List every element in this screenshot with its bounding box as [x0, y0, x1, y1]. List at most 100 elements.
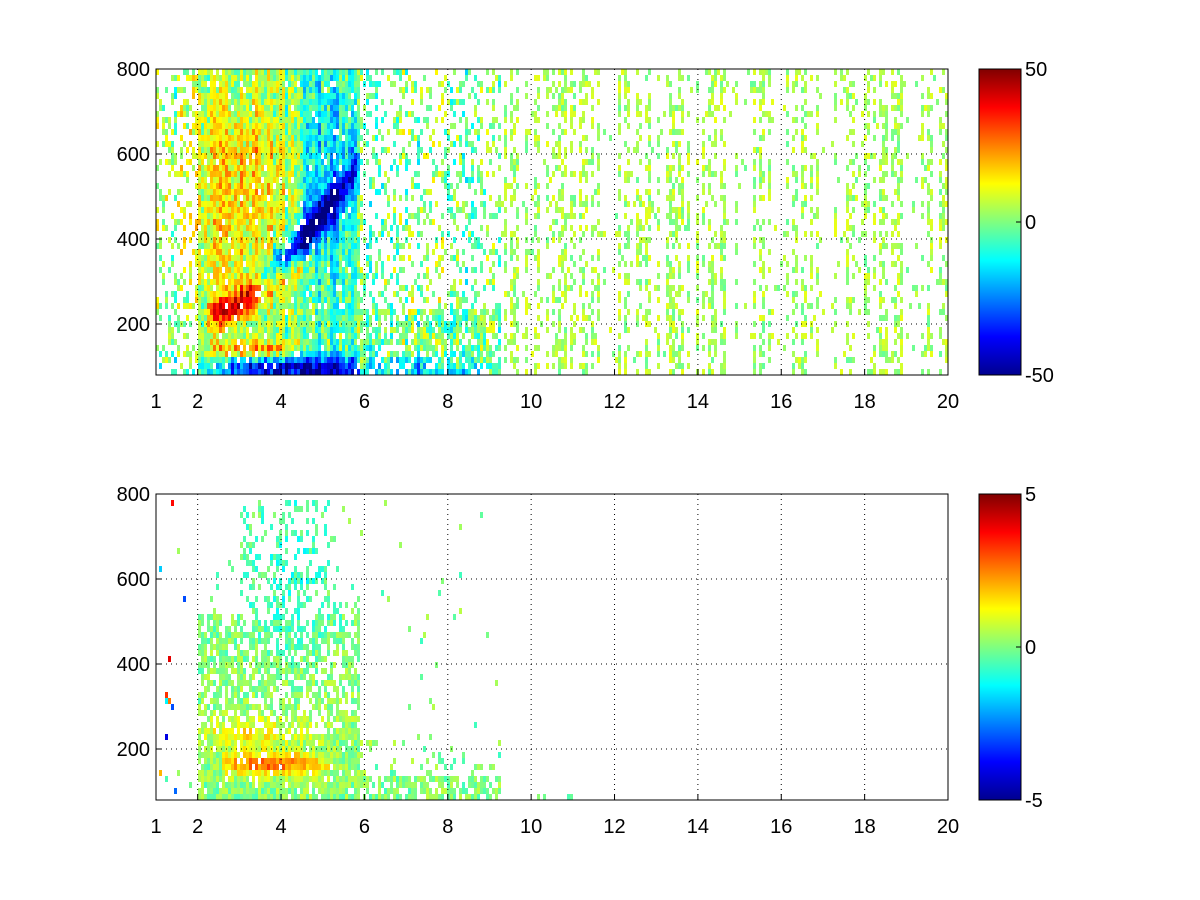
top-heatmap-cell	[312, 87, 315, 93]
top-heatmap-cell	[429, 309, 432, 315]
top-heatmap-cell	[456, 303, 459, 309]
top-heatmap-cell	[441, 309, 444, 315]
top-heatmap-cell	[312, 351, 315, 357]
top-heatmap-cell	[315, 333, 318, 339]
top-heatmap-cell	[456, 369, 459, 375]
top-heatmap-cell	[396, 129, 399, 135]
top-heatmap-cell	[417, 171, 420, 177]
top-heatmap-cell	[294, 303, 297, 309]
top-heatmap-cell	[495, 249, 498, 255]
top-heatmap-cell	[636, 279, 639, 285]
top-heatmap-cell	[240, 297, 243, 303]
top-heatmap-cell	[222, 189, 225, 195]
top-heatmap-cell	[276, 207, 279, 213]
top-heatmap-cell	[201, 87, 204, 93]
top-heatmap-cell	[462, 351, 465, 357]
top-heatmap-cell	[228, 273, 231, 279]
top-heatmap-cell	[189, 363, 192, 369]
top-heatmap-cell	[360, 117, 363, 123]
top-heatmap-cell	[195, 171, 198, 177]
top-heatmap-cell	[336, 111, 339, 117]
top-heatmap-cell	[288, 303, 291, 309]
top-heatmap-cell	[369, 81, 372, 87]
top-heatmap-cell	[288, 129, 291, 135]
top-heatmap-cell	[330, 267, 333, 273]
top-heatmap-cell	[267, 297, 270, 303]
top-heatmap-cell	[261, 267, 264, 273]
top-heatmap-cell	[720, 93, 723, 99]
top-heatmap-cell	[261, 135, 264, 141]
top-heatmap-cell	[441, 93, 444, 99]
top-heatmap-cell	[255, 75, 258, 81]
top-heatmap-cell	[237, 315, 240, 321]
top-heatmap-cell	[210, 147, 213, 153]
top-heatmap-cell	[552, 297, 555, 303]
top-heatmap-cell	[402, 363, 405, 369]
top-heatmap-cell	[333, 321, 336, 327]
top-heatmap-cell	[252, 171, 255, 177]
top-heatmap-cell	[270, 171, 273, 177]
top-heatmap-cell	[666, 279, 669, 285]
top-heatmap-cell	[213, 189, 216, 195]
top-heatmap-cell	[252, 147, 255, 153]
top-heatmap-cell	[306, 225, 309, 231]
top-heatmap-cell	[657, 339, 660, 345]
top-heatmap-cell	[426, 327, 429, 333]
top-heatmap-cell	[666, 339, 669, 345]
top-heatmap-cell	[303, 117, 306, 123]
top-heatmap-cell	[321, 171, 324, 177]
top-heatmap-cell	[564, 279, 567, 285]
top-heatmap-cell	[252, 339, 255, 345]
top-heatmap-cell	[240, 255, 243, 261]
top-heatmap-cell	[288, 357, 291, 363]
top-heatmap-cell	[300, 297, 303, 303]
top-heatmap-cell	[402, 285, 405, 291]
top-heatmap-cell	[381, 69, 384, 75]
top-heatmap-cell	[246, 309, 249, 315]
top-heatmap-cell	[318, 315, 321, 321]
top-heatmap-cell	[372, 279, 375, 285]
top-heatmap-cell	[558, 255, 561, 261]
top-heatmap-cell	[564, 333, 567, 339]
top-heatmap-cell	[681, 129, 684, 135]
top-heatmap-cell	[216, 333, 219, 339]
top-heatmap-cell	[234, 99, 237, 105]
top-heatmap-cell	[159, 243, 162, 249]
top-heatmap-cell	[525, 369, 528, 375]
top-heatmap-cell	[186, 69, 189, 75]
top-heatmap-cell	[213, 243, 216, 249]
top-heatmap-cell	[708, 261, 711, 267]
top-heatmap-cell	[468, 231, 471, 237]
top-heatmap-cell	[204, 279, 207, 285]
top-heatmap-cell	[186, 111, 189, 117]
top-heatmap-cell	[321, 183, 324, 189]
top-heatmap-cell	[252, 69, 255, 75]
top-heatmap-cell	[258, 171, 261, 177]
top-heatmap-cell	[384, 315, 387, 321]
top-heatmap-cell	[234, 225, 237, 231]
top-heatmap-cell	[381, 357, 384, 363]
top-heatmap-cell	[438, 327, 441, 333]
top-heatmap-cell	[171, 231, 174, 237]
top-heatmap-cell	[483, 285, 486, 291]
top-heatmap-cell	[654, 213, 657, 219]
top-heatmap-cell	[378, 165, 381, 171]
top-heatmap-cell	[453, 189, 456, 195]
top-heatmap-cell	[681, 207, 684, 213]
top-heatmap-cell	[411, 321, 414, 327]
top-heatmap-cell	[333, 261, 336, 267]
top-heatmap-cell	[204, 147, 207, 153]
top-heatmap-cell	[240, 213, 243, 219]
top-heatmap-cell	[330, 105, 333, 111]
top-heatmap-cell	[201, 75, 204, 81]
top-heatmap-cell	[648, 237, 651, 243]
top-heatmap-cell	[756, 87, 759, 93]
top-heatmap-cell	[480, 243, 483, 249]
top-heatmap-cell	[384, 327, 387, 333]
top-heatmap-cell	[270, 81, 273, 87]
top-heatmap-cell	[525, 255, 528, 261]
top-heatmap-cell	[300, 261, 303, 267]
top-heatmap-cell	[597, 69, 600, 75]
top-heatmap-cell	[303, 357, 306, 363]
top-heatmap-cell	[582, 159, 585, 165]
